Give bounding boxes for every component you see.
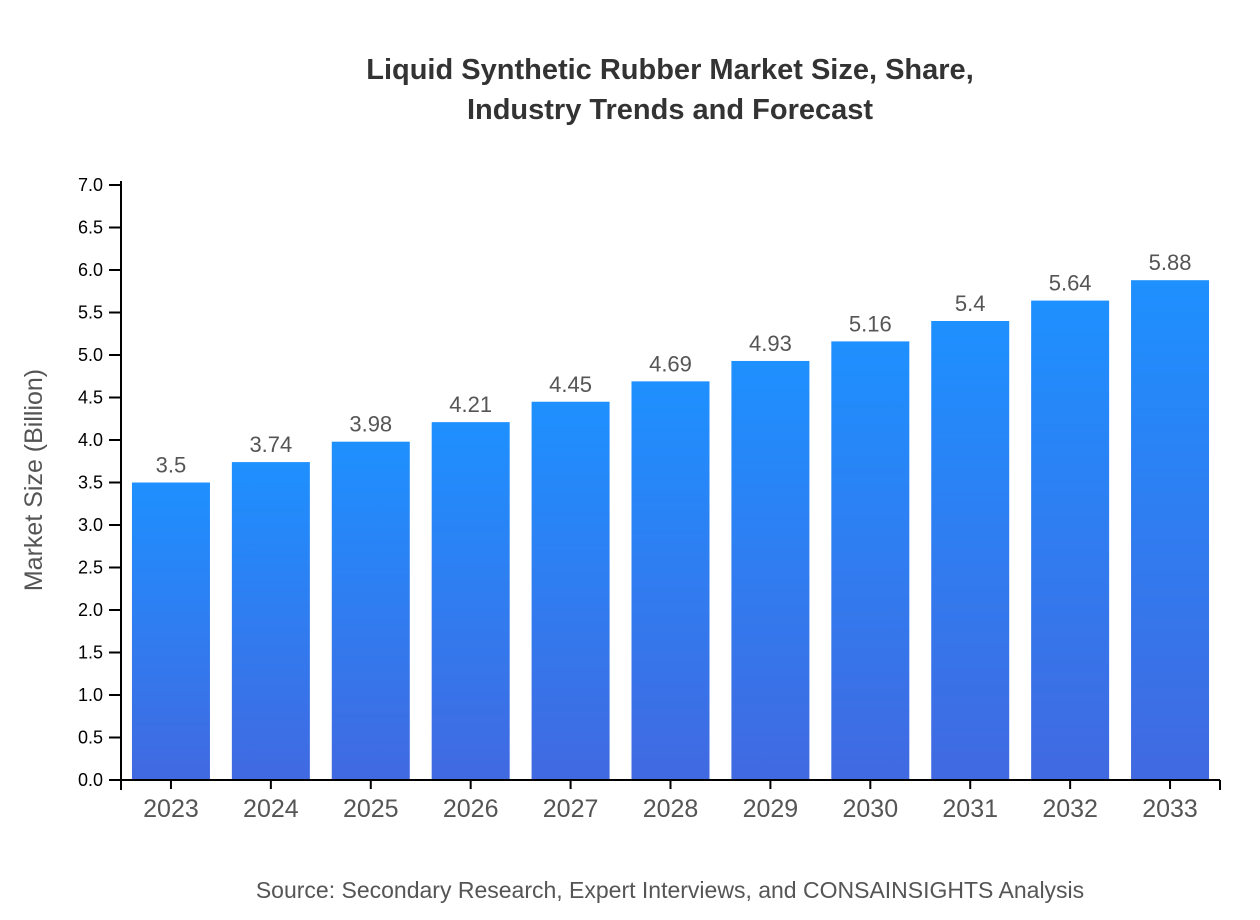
y-tick-label-6.0: 6.0 [78,260,103,280]
y-tick-label-5.0: 5.0 [78,345,103,365]
x-tick-label-2026: 2026 [443,795,499,823]
y-tick-label-1.5: 1.5 [78,643,103,663]
y-tick-label-2.5: 2.5 [78,558,103,578]
y-tick-label-4.0: 4.0 [78,430,103,450]
bar-2026 [431,422,510,780]
bar-2023 [131,482,210,780]
x-tick-label-2032: 2032 [1042,795,1098,823]
x-tick-label-2031: 2031 [942,795,998,823]
x-tick-label-2027: 2027 [543,795,599,823]
y-tick-label-5.5: 5.5 [78,303,103,323]
data-label-2030: 5.16 [849,311,892,336]
source-note: Source: Secondary Research, Expert Inter… [255,877,1085,903]
data-label-2033: 5.88 [1149,250,1192,275]
title-line-1: Liquid Synthetic Rubber Market Size, Sha… [366,54,974,86]
y-tick-label-7.0: 7.0 [78,175,103,195]
y-tick-label-0.0: 0.0 [78,770,103,790]
data-label-2026: 4.21 [449,392,492,417]
data-label-2025: 3.98 [349,412,392,437]
x-tick-label-2024: 2024 [243,795,299,823]
bar-2032 [1031,300,1110,780]
x-tick-label-2029: 2029 [743,795,799,823]
data-label-2023: 3.5 [156,453,187,478]
y-tick-label-3.5: 3.5 [78,473,103,493]
title-line-2: Industry Trends and Forecast [466,94,874,126]
bar-2024 [231,462,310,780]
y-tick-label-4.5: 4.5 [78,388,103,408]
data-label-2024: 3.74 [249,432,292,457]
y-tick-label-1.0: 1.0 [78,685,103,705]
x-tick-label-2023: 2023 [143,795,199,823]
bar-2027 [531,401,610,780]
data-label-2031: 5.4 [955,291,986,316]
bar-2033 [1131,280,1210,780]
y-tick-label-0.5: 0.5 [78,728,103,748]
x-tick-label-2030: 2030 [843,795,899,823]
bar-2030 [831,341,910,780]
bar-2025 [331,441,410,780]
bar-2031 [931,321,1010,780]
bar-2028 [631,381,710,780]
y-tick-label-2.0: 2.0 [78,600,103,620]
x-tick-label-2033: 2033 [1142,795,1198,823]
x-tick-label-2028: 2028 [643,795,699,823]
data-label-2027: 4.45 [549,372,592,397]
y-tick-label-3.0: 3.0 [78,515,103,535]
chart-title: Liquid Synthetic Rubber Market Size, Sha… [0,50,1260,130]
data-label-2032: 5.64 [1049,271,1092,296]
y-axis-label: Market Size (Billion) [20,369,48,591]
data-label-2029: 4.93 [749,331,792,356]
y-tick-label-6.5: 6.5 [78,218,103,238]
x-tick-label-2025: 2025 [343,795,399,823]
data-label-2028: 4.69 [649,351,692,376]
bar-2029 [731,360,810,780]
